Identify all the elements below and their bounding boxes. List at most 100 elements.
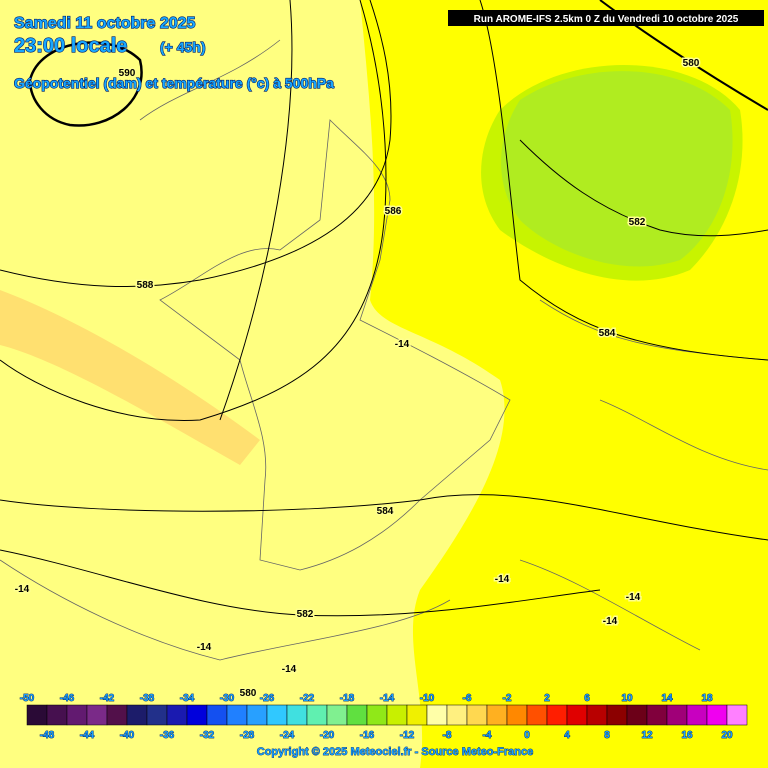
legend-swatch bbox=[626, 704, 648, 726]
contour-label: -14 bbox=[15, 584, 30, 595]
copyright: Copyright © 2025 Meteociel.fr - Source M… bbox=[257, 746, 533, 758]
legend-label: -50 bbox=[20, 693, 35, 704]
legend-swatch bbox=[346, 704, 368, 726]
legend-swatch bbox=[486, 704, 508, 726]
legend-label: -46 bbox=[60, 693, 75, 704]
isohypse bbox=[0, 549, 601, 617]
legend-swatch bbox=[466, 704, 488, 726]
legend-swatch bbox=[66, 704, 88, 726]
legend-swatch bbox=[26, 704, 48, 726]
legend-swatch bbox=[566, 704, 588, 726]
legend-swatch bbox=[286, 704, 308, 726]
legend-swatch bbox=[86, 704, 108, 726]
legend-label: -36 bbox=[160, 730, 175, 741]
legend-swatch bbox=[226, 704, 248, 726]
legend-label: -22 bbox=[300, 693, 315, 704]
legend-label: 4 bbox=[564, 730, 570, 741]
legend-label: 2 bbox=[544, 693, 550, 704]
temperature-zone bbox=[0, 290, 260, 465]
legend-label: -44 bbox=[80, 730, 95, 741]
isohypse bbox=[519, 139, 768, 237]
legend-label: -12 bbox=[400, 730, 415, 741]
legend-label: -2 bbox=[503, 693, 512, 704]
legend-label: 10 bbox=[621, 693, 633, 704]
legend-label: -24 bbox=[280, 730, 295, 741]
legend-label: -28 bbox=[240, 730, 255, 741]
forecast-time: 23:00 locale bbox=[14, 35, 127, 57]
legend-swatch bbox=[446, 704, 468, 726]
legend-swatch bbox=[46, 704, 68, 726]
legend-label: -20 bbox=[320, 730, 335, 741]
forecast-date: Samedi 11 octobre 2025 bbox=[14, 15, 196, 32]
legend-label: -10 bbox=[420, 693, 435, 704]
isohypse bbox=[0, 0, 387, 421]
legend-swatch bbox=[206, 704, 228, 726]
legend-swatch bbox=[246, 704, 268, 726]
legend-label: 0 bbox=[524, 730, 530, 741]
isohypse bbox=[219, 0, 293, 421]
contour-label: 588 bbox=[137, 280, 154, 291]
legend-swatch bbox=[646, 704, 668, 726]
legend-label: -26 bbox=[260, 693, 275, 704]
legend-swatch bbox=[526, 704, 548, 726]
legend-label: -8 bbox=[443, 730, 452, 741]
contour-label: -14 bbox=[282, 664, 297, 675]
run-info: Run AROME-IFS 2.5km 0 Z du Vendredi 10 o… bbox=[474, 14, 739, 25]
legend-swatch bbox=[666, 704, 688, 726]
forecast-lead: (+ 45h) bbox=[160, 39, 206, 55]
legend-swatch bbox=[606, 704, 628, 726]
legend-swatch bbox=[186, 704, 208, 726]
legend-swatch bbox=[386, 704, 408, 726]
contour-label: 586 bbox=[385, 206, 402, 217]
legend-swatch bbox=[146, 704, 168, 726]
isohypse bbox=[28, 41, 143, 127]
legend-swatch bbox=[106, 704, 128, 726]
legend-label: -16 bbox=[360, 730, 375, 741]
legend-swatch bbox=[726, 704, 748, 726]
legend-swatch bbox=[126, 704, 148, 726]
legend-label: -40 bbox=[120, 730, 135, 741]
legend-label: -6 bbox=[463, 693, 472, 704]
contour-label: -14 bbox=[495, 574, 510, 585]
legend-swatch bbox=[266, 704, 288, 726]
legend-label: 14 bbox=[661, 693, 673, 704]
contour-label: 584 bbox=[599, 328, 616, 339]
legend-label: 20 bbox=[721, 730, 733, 741]
contour-label: -14 bbox=[603, 616, 618, 627]
legend-swatch bbox=[706, 704, 728, 726]
map-subtitle: Géopotentiel (dam) et température (°c) à… bbox=[14, 75, 334, 91]
run-banner bbox=[448, 10, 764, 26]
contour-label: 582 bbox=[629, 217, 646, 228]
legend-label: -42 bbox=[100, 693, 115, 704]
contour-label: 590 bbox=[119, 68, 136, 79]
contour-label: -14 bbox=[626, 592, 641, 603]
contour-label: 584 bbox=[377, 506, 394, 517]
legend-label: -14 bbox=[380, 693, 395, 704]
legend-swatch bbox=[426, 704, 448, 726]
legend-label: -48 bbox=[40, 730, 55, 741]
legend-swatch bbox=[306, 704, 328, 726]
legend-swatch bbox=[506, 704, 528, 726]
legend-label: -34 bbox=[180, 693, 195, 704]
legend-swatch bbox=[166, 704, 188, 726]
contour-label: -14 bbox=[197, 642, 212, 653]
temperature-zone bbox=[501, 71, 733, 267]
legend-label: -18 bbox=[340, 693, 355, 704]
legend-swatch bbox=[366, 704, 388, 726]
isohypse bbox=[0, 0, 392, 288]
legend-label: 16 bbox=[681, 730, 693, 741]
isohypse bbox=[479, 0, 768, 361]
legend-label: 8 bbox=[604, 730, 610, 741]
legend-label: -32 bbox=[200, 730, 215, 741]
legend-label: 18 bbox=[701, 693, 713, 704]
legend-label: 6 bbox=[584, 693, 590, 704]
legend-label: -38 bbox=[140, 693, 155, 704]
legend-label: -30 bbox=[220, 693, 235, 704]
coastline bbox=[0, 39, 768, 661]
legend-swatch bbox=[406, 704, 428, 726]
contour-label: 580 bbox=[240, 688, 257, 699]
legend-swatch bbox=[546, 704, 568, 726]
legend-label: -4 bbox=[483, 730, 492, 741]
contour-label: 580 bbox=[683, 58, 700, 69]
